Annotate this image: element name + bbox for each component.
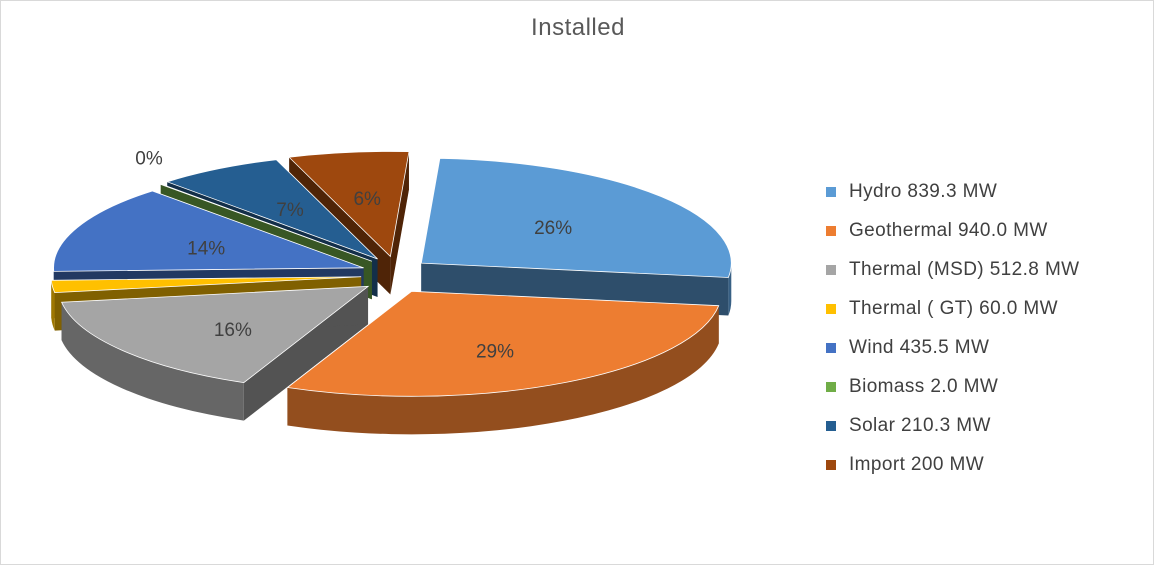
chart-title: Installed — [531, 14, 625, 41]
pie-slice-thermal-msd — [60, 285, 370, 421]
data-label: 0% — [135, 148, 163, 169]
legend-label: Geothermal 940.0 MW — [849, 219, 1048, 241]
legend-item: Wind 435.5 MW — [826, 328, 1080, 367]
legend-label: Import 200 MW — [849, 453, 985, 475]
legend-item: Thermal ( GT) 60.0 MW — [826, 289, 1080, 328]
chart-legend: Hydro 839.3 MW Geothermal 940.0 MW Thermal… — [826, 172, 1080, 484]
data-label: 26% — [534, 218, 572, 239]
legend-item: Thermal (MSD) 512.8 MW — [826, 250, 1080, 289]
legend-label: Thermal ( GT) 60.0 MW — [849, 297, 1058, 319]
legend-swatch — [826, 459, 836, 470]
data-label: 29% — [476, 341, 514, 362]
legend-swatch — [826, 381, 836, 392]
legend-swatch — [826, 342, 836, 353]
legend-swatch — [826, 186, 836, 197]
legend-swatch — [826, 225, 836, 236]
legend-item: Hydro 839.3 MW — [826, 172, 1080, 211]
pie-slice-geothermal — [286, 290, 720, 435]
legend-label: Hydro 839.3 MW — [849, 180, 998, 202]
data-label: 14% — [187, 239, 225, 260]
legend-label: Biomass 2.0 MW — [849, 375, 999, 397]
legend-label: Solar 210.3 MW — [849, 414, 991, 436]
pie-slice-hydro — [420, 157, 732, 316]
legend-item: Import 200 MW — [826, 445, 1080, 484]
legend-swatch — [826, 264, 836, 275]
data-label: 6% — [353, 189, 381, 210]
legend-item: Solar 210.3 MW — [826, 406, 1080, 445]
legend-label: Thermal (MSD) 512.8 MW — [849, 258, 1080, 280]
legend-swatch — [826, 303, 836, 314]
legend-label: Wind 435.5 MW — [849, 336, 990, 358]
legend-swatch — [826, 420, 836, 431]
legend-item: Biomass 2.0 MW — [826, 367, 1080, 406]
legend-item: Geothermal 940.0 MW — [826, 211, 1080, 250]
data-label: 7% — [276, 200, 304, 221]
data-label: 16% — [214, 320, 252, 341]
